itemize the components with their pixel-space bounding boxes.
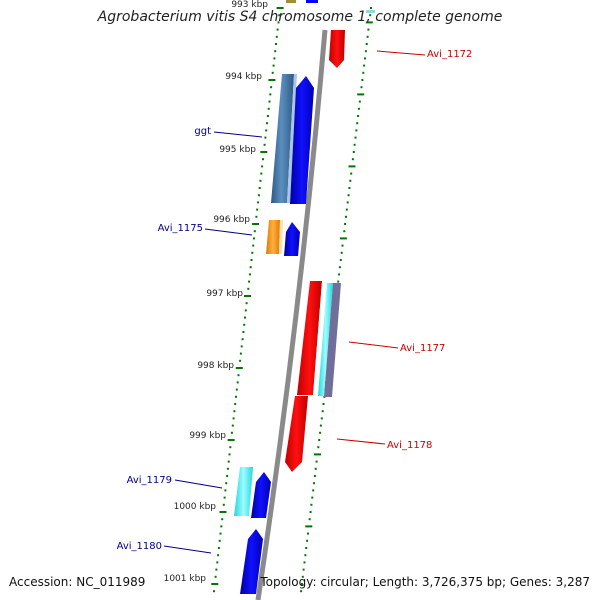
map-title: Agrobacterium vitis S4 chromosome 1, com… [97, 9, 503, 25]
kbp-label: 1000 kbp [174, 502, 217, 512]
gene-arrow-forward[interactable] [290, 76, 314, 204]
kbp-label: 993 kbp [231, 0, 268, 10]
kbp-label: 994 kbp [225, 72, 262, 82]
gene-block[interactable] [366, 10, 375, 13]
gene-block[interactable] [313, 282, 327, 396]
kbp-label: 999 kbp [189, 431, 226, 441]
kbp-label: 998 kbp [197, 361, 234, 371]
kbp-label: 995 kbp [219, 145, 256, 155]
leader-line-ggt [213, 131, 263, 138]
gene-label-avi-1177[interactable]: Avi_1177 [400, 343, 445, 354]
backbone-track [255, 29, 328, 600]
gene-arrow-forward[interactable] [284, 222, 300, 256]
kbp-labels: 993 kbp 994 kbp 995 kbp 996 kbp 997 kbp … [164, 0, 269, 584]
gene-arrow-avi-1179[interactable] [234, 467, 253, 516]
gene-label-avi-1172[interactable]: Avi_1172 [427, 49, 472, 60]
leader-line-avi-1180 [163, 545, 212, 554]
gene-block[interactable] [286, 0, 296, 3]
gene-arrow-avi-1172[interactable] [329, 30, 345, 68]
tick-track-right [300, 7, 373, 593]
gene-block[interactable] [279, 220, 283, 254]
gene-block[interactable] [324, 283, 341, 397]
leader-line-avi-1175 [204, 228, 253, 236]
gene-label-ggt[interactable]: ggt [194, 126, 211, 137]
accession-text: Accession: NC_011989 [9, 575, 146, 589]
kbp-label: 997 kbp [206, 289, 243, 299]
gene-arrow-ggt[interactable] [271, 74, 294, 203]
gene-arrow-forward[interactable] [251, 472, 271, 518]
gene-block[interactable] [318, 283, 333, 396]
leader-line-avi-1177 [348, 341, 399, 349]
gene-arrow-avi-1175[interactable] [266, 220, 280, 254]
gene-arrow-avi-1177[interactable] [297, 281, 322, 395]
gene-label-avi-1178[interactable]: Avi_1178 [387, 440, 432, 451]
leader-line-avi-1172 [376, 50, 426, 56]
gene-arrow-avi-1178[interactable] [285, 396, 308, 472]
kbp-label: 1001 kbp [164, 574, 207, 584]
gene-block[interactable] [287, 74, 297, 203]
leader-line-avi-1178 [336, 438, 386, 445]
gene-label-avi-1179[interactable]: Avi_1179 [127, 475, 172, 486]
kbp-label: 996 kbp [213, 215, 250, 225]
gene-arrow-avi-1180[interactable] [240, 529, 263, 594]
gene-block[interactable] [306, 0, 318, 3]
topology-text: Topology: circular; Length: 3,726,375 bp… [260, 575, 590, 589]
gene-labels: Avi_1172 ggt Avi_1175 Avi_1177 Avi_1178 … [117, 49, 473, 552]
gene-label-avi-1175[interactable]: Avi_1175 [158, 223, 203, 234]
gene-label-avi-1180[interactable]: Avi_1180 [117, 541, 162, 552]
leader-line-avi-1179 [174, 479, 223, 489]
tick-track-left [211, 7, 284, 593]
leader-lines [163, 50, 426, 554]
